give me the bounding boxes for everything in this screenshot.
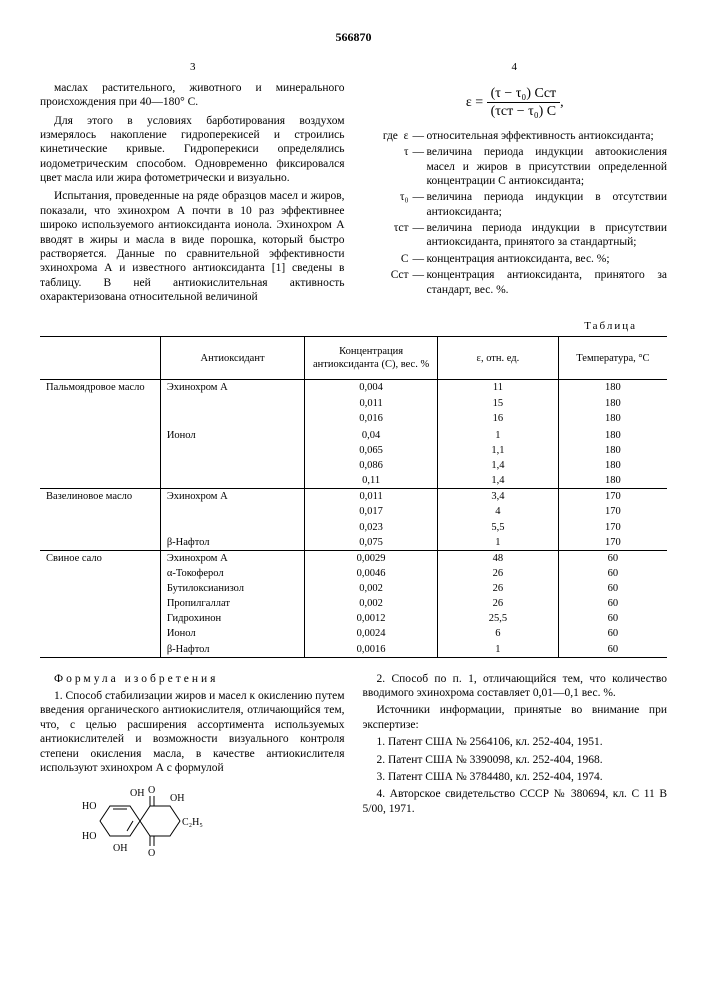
reference-item: 4. Авторское свидетельство СССР № 380694…: [363, 787, 668, 816]
table-row: Ионол0,0024660: [40, 626, 667, 641]
references-heading: Источники информации, принятые во вниман…: [363, 703, 668, 732]
table-header: Антиоксидант: [160, 337, 304, 380]
definition-row: τ₀—величина периода индукции в отсутстви…: [363, 190, 668, 219]
table-row: 0,01616180: [40, 411, 667, 426]
definition-row: τст—величина периода индукции в присутст…: [363, 221, 668, 250]
definition-row: C—концентрация антиоксиданта, вес. %;: [363, 252, 668, 266]
table-row: 0,0174170: [40, 504, 667, 519]
svg-text:OH: OH: [130, 788, 144, 799]
paragraph: Для этого в условиях барботирования возд…: [40, 114, 345, 186]
definition-row: где ε—относительная эффективность антиок…: [363, 129, 668, 143]
svg-text:HO: HO: [82, 831, 96, 842]
section-heading: Формула изобретения: [40, 672, 345, 686]
definition-row: τ—величина периода индукции автоокислени…: [363, 145, 668, 188]
table-row: β-Нафтол0,0016160: [40, 642, 667, 658]
table-row: 0,01115180: [40, 396, 667, 411]
chemical-structure: HO HO OH OH OH O O C₂H₅: [70, 781, 210, 861]
reference-item: 3. Патент США № 3784480, кл. 252-404, 19…: [363, 770, 668, 784]
document-number: 566870: [40, 30, 667, 45]
table-row: 0,111,4180: [40, 473, 667, 489]
left-column: маслах растительного, животного и минера…: [40, 81, 345, 309]
table-row: α-Токоферол0,00462660: [40, 566, 667, 581]
definition-list: где ε—относительная эффективность антиок…: [363, 129, 668, 297]
table-row: Гидрохинон0,001225,560: [40, 611, 667, 626]
svg-text:OH: OH: [113, 843, 127, 854]
table-header: ε, отн. ед.: [437, 337, 558, 380]
table-header: [40, 337, 160, 380]
table-row: Пальмоядровое маслоЭхинохром А0,00411180: [40, 380, 667, 396]
table-row: 0,0651,1180: [40, 443, 667, 458]
svg-text:OH: OH: [170, 793, 184, 804]
claim-2: 2. Способ по п. 1, отличающийся тем, что…: [363, 672, 668, 701]
svg-text:HO: HO: [82, 801, 96, 812]
table-row: Свиное салоЭхинохром А0,00294860: [40, 551, 667, 566]
claim-1: 1. Способ стабилизации жиров и масел к о…: [40, 689, 345, 775]
data-table-wrapper: Таблица АнтиоксидантКонцентрация антиокс…: [40, 320, 667, 657]
table-row: 0,0861,4180: [40, 458, 667, 473]
formula: ε = (τ − τ₀) Cст (τст − τ₀) C ,: [363, 85, 668, 121]
paragraph: маслах растительного, животного и минера…: [40, 81, 345, 110]
reference-item: 2. Патент США № 3390098, кл. 252-404, 19…: [363, 753, 668, 767]
table-header: Концентрация антиоксиданта (С), вес. %: [305, 337, 438, 380]
table-header: Температура, °С: [558, 337, 667, 380]
svg-text:O: O: [148, 785, 155, 796]
svg-text:C₂H₅: C₂H₅: [182, 817, 203, 828]
paragraph: Испытания, проведенные на ряде образцов …: [40, 189, 345, 304]
table-row: Ионол0,041180: [40, 428, 667, 443]
table-row: 0,0235,5170: [40, 520, 667, 535]
table-row: β-Нафтол0,0751170: [40, 535, 667, 551]
reference-item: 1. Патент США № 2564106, кл. 252-404, 19…: [363, 735, 668, 749]
table-row: Пропилгаллат0,0022660: [40, 596, 667, 611]
definition-row: Cст—концентрация антиоксиданта, принятог…: [363, 268, 668, 297]
table-row: Вазелиновое маслоЭхинохром А0,0113,4170: [40, 489, 667, 504]
svg-text:O: O: [148, 848, 155, 859]
page-number-right: 4: [512, 61, 518, 75]
bottom-right-column: 2. Способ по п. 1, отличающийся тем, что…: [363, 672, 668, 862]
bottom-left-column: Формула изобретения 1. Способ стабилизац…: [40, 672, 345, 862]
page-number-left: 3: [190, 61, 196, 75]
right-column: ε = (τ − τ₀) Cст (τст − τ₀) C , где ε—от…: [363, 81, 668, 309]
table-row: Бутилоксианизол0,0022660: [40, 581, 667, 596]
data-table: АнтиоксидантКонцентрация антиоксиданта (…: [40, 336, 667, 658]
table-label: Таблица: [40, 320, 667, 334]
